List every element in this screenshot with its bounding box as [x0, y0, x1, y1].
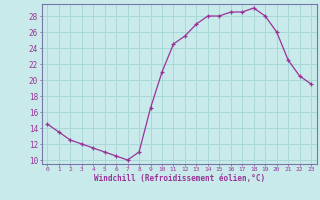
X-axis label: Windchill (Refroidissement éolien,°C): Windchill (Refroidissement éolien,°C) — [94, 174, 265, 183]
